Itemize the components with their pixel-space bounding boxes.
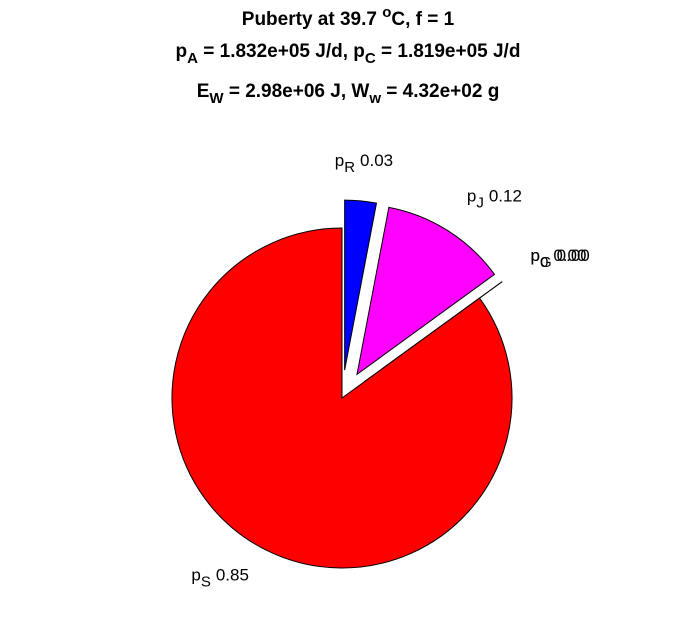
title-line: pA = 1.832e+05 J/d, pC = 1.819e+05 J/d <box>176 41 521 67</box>
value-label: 0.85 <box>216 566 249 585</box>
script-text: J <box>476 194 484 211</box>
text-run: p <box>531 246 540 265</box>
script-text: W <box>209 90 224 107</box>
text-run: p <box>191 566 200 585</box>
value-label: 0.03 <box>360 151 393 170</box>
script-text: o <box>382 4 391 21</box>
script-text: S <box>201 574 211 591</box>
pie-slice <box>344 199 378 371</box>
slice-label: pG 0.00 <box>531 246 590 271</box>
script-text: R <box>344 159 355 176</box>
text-run: = 1.832e+05 J/d, p <box>198 41 365 62</box>
pie-slice <box>356 206 496 376</box>
text-run: = 2.98e+06 J, W <box>224 81 370 102</box>
title-line: EW = 2.98e+06 J, Ww = 4.32e+02 g <box>197 81 500 107</box>
text-run: = 1.819e+05 J/d <box>376 41 521 62</box>
pie-slice <box>171 227 513 569</box>
text-run: p <box>176 41 188 62</box>
title-line: Puberty at 39.7 oC, f = 1 <box>242 4 455 30</box>
text-run: E <box>197 81 210 102</box>
value-label: 0.00 <box>557 246 590 265</box>
slice-label: pS 0.85 <box>191 566 249 591</box>
text-run: p <box>467 186 476 205</box>
value-label: 0.12 <box>489 186 522 205</box>
script-text: C <box>365 50 376 67</box>
slice-label: pJ 0.12 <box>467 186 522 211</box>
text-run: C, f = 1 <box>391 9 454 30</box>
script-text: A <box>187 50 198 67</box>
text-run: p <box>335 151 344 170</box>
slice-label: pR 0.03 <box>335 151 393 176</box>
slice-label: p0 0.00 <box>531 246 587 271</box>
text-run: Puberty at 39.7 <box>242 9 382 30</box>
script-text: G <box>540 254 552 271</box>
text-run: p <box>531 246 540 265</box>
script-text: w <box>368 90 381 107</box>
script-text: 0 <box>540 254 548 271</box>
text-run: = 4.32e+02 g <box>381 81 499 102</box>
value-label: 0.00 <box>553 246 586 265</box>
